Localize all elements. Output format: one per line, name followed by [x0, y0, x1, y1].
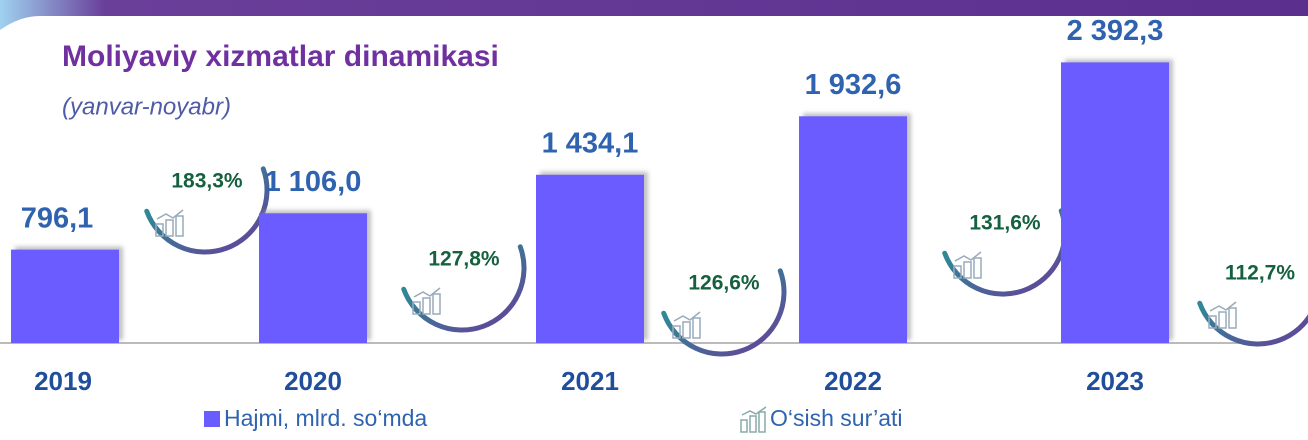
icon-bar [155, 223, 164, 237]
value-label: 1 106,0 [265, 166, 362, 198]
x-tick-label: 2023 [1086, 366, 1144, 396]
icon-bar [672, 325, 681, 339]
header-band [0, 0, 1308, 30]
growth-label: 127,8% [428, 248, 500, 271]
icon-bar [1228, 307, 1237, 329]
icon-line [413, 287, 441, 298]
icon-line [156, 209, 184, 220]
growth-icon [1208, 301, 1237, 329]
value-label: 1 434,1 [542, 127, 639, 159]
bar [1061, 62, 1169, 343]
icon-bar [422, 297, 431, 315]
icon-bar [692, 317, 701, 339]
x-tick-label: 2021 [561, 366, 619, 396]
legend-icon [740, 406, 767, 433]
x-tick-label: 2020 [284, 366, 342, 396]
legend-label: O‘sish sur’ati [770, 405, 903, 431]
growth-icon [672, 311, 701, 339]
x-tick-label: 2019 [34, 366, 92, 396]
value-label: 1 932,6 [805, 69, 902, 101]
icon-bar [432, 293, 441, 315]
growth-arc [661, 268, 787, 357]
bar [11, 249, 119, 343]
bar [259, 213, 367, 343]
growth-icon [155, 209, 184, 237]
growth-label: 183,3% [171, 170, 243, 193]
icon-bar [165, 219, 174, 237]
bar [799, 116, 907, 343]
icon-bar [953, 265, 962, 279]
growth-arc [1197, 300, 1308, 347]
value-label: 2 392,3 [1067, 15, 1164, 47]
value-label: 796,1 [21, 202, 94, 234]
legend-label: Hajmi, mlrd. so‘mda [224, 405, 427, 431]
growth-arc [144, 166, 270, 255]
growth-icon [953, 251, 982, 279]
bar [536, 174, 644, 343]
chart-title: Moliyaviy xizmatlar dinamikasi [62, 40, 499, 73]
growth-arc [401, 244, 527, 333]
icon-line [673, 311, 701, 322]
growth-label: 126,6% [688, 272, 760, 295]
x-tick-label: 2022 [824, 366, 882, 396]
icon-bar [1218, 311, 1227, 329]
growth-label: 112,7% [1225, 262, 1295, 285]
chart-subtitle: (yanvar-noyabr) [62, 93, 231, 120]
icon-bar [175, 215, 184, 237]
legend-swatch [204, 411, 220, 427]
icon-bar [1208, 315, 1217, 329]
icon-line [954, 251, 982, 262]
icon-bar [963, 261, 972, 279]
growth-label: 131,6% [969, 212, 1041, 235]
growth-icon [412, 287, 441, 315]
icon-bar [973, 257, 982, 279]
icon-bar [412, 301, 421, 315]
icon-line [1209, 301, 1237, 312]
icon-bar [682, 321, 691, 339]
